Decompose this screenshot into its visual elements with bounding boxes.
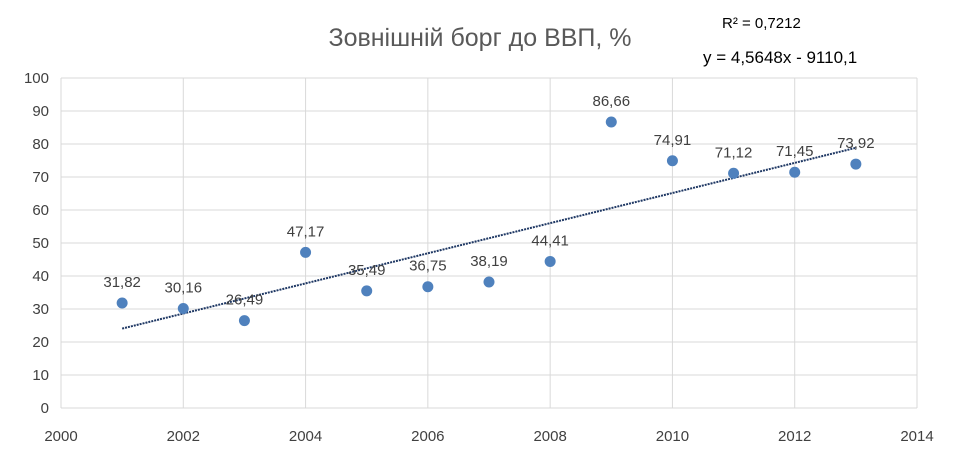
x-tick-label: 2006 bbox=[411, 428, 444, 445]
data-label: 44,41 bbox=[531, 232, 569, 249]
data-label: 71,12 bbox=[715, 144, 753, 161]
y-tick-label: 30 bbox=[32, 301, 49, 318]
data-point bbox=[422, 281, 434, 293]
data-label: 38,19 bbox=[470, 253, 508, 270]
data-label: 73,92 bbox=[837, 135, 875, 152]
x-tick-label: 2010 bbox=[656, 428, 689, 445]
data-label: 86,66 bbox=[593, 93, 631, 110]
y-tick-label: 10 bbox=[32, 367, 49, 384]
data-point bbox=[300, 246, 312, 258]
x-tick-label: 2014 bbox=[900, 428, 933, 445]
data-point bbox=[605, 116, 617, 128]
data-point bbox=[483, 276, 495, 288]
y-tick-label: 0 bbox=[41, 400, 49, 417]
data-point bbox=[544, 255, 556, 267]
data-labels: 31,82 30,16 26,49 47,17 35,49 36,75 38,19 44,41… bbox=[103, 93, 874, 309]
data-label: 31,82 bbox=[103, 274, 141, 291]
y-tick-label: 100 bbox=[24, 70, 49, 87]
data-point bbox=[666, 155, 678, 167]
x-tick-label: 2004 bbox=[289, 428, 322, 445]
chart-title: Зовнішній борг до ВВП, % bbox=[328, 24, 631, 52]
data-label: 74,91 bbox=[654, 132, 692, 149]
y-tick-label: 90 bbox=[32, 103, 49, 120]
y-tick-label: 80 bbox=[32, 136, 49, 153]
x-tick-label: 2000 bbox=[44, 428, 77, 445]
data-point bbox=[789, 166, 801, 178]
data-label: 47,17 bbox=[287, 223, 325, 240]
trendline-equation: y = 4,5648x - 9110,1 bbox=[703, 48, 857, 67]
y-tick-label: 50 bbox=[32, 235, 49, 252]
x-tick-label: 2008 bbox=[533, 428, 566, 445]
data-label: 36,75 bbox=[409, 258, 447, 275]
data-label: 30,16 bbox=[165, 279, 203, 296]
data-point bbox=[361, 285, 373, 297]
data-point bbox=[850, 158, 862, 170]
grid bbox=[60, 77, 918, 409]
data-point bbox=[116, 297, 128, 309]
x-tick-label: 2012 bbox=[778, 428, 811, 445]
y-tick-label: 20 bbox=[32, 334, 49, 351]
data-label: 26,49 bbox=[226, 292, 264, 309]
data-label: 71,45 bbox=[776, 143, 814, 160]
data-point bbox=[728, 167, 740, 179]
trendline-r-squared: R² = 0,7212 bbox=[722, 15, 801, 32]
data-label: 35,49 bbox=[348, 262, 386, 279]
data-point bbox=[238, 315, 250, 327]
y-tick-label: 70 bbox=[32, 169, 49, 186]
x-tick-label: 2002 bbox=[167, 428, 200, 445]
data-point bbox=[177, 302, 189, 314]
y-tick-label: 40 bbox=[32, 268, 49, 285]
axes: 0 10 20 30 40 50 60 70 80 90 100 2000 2002 2004 2006 20… bbox=[24, 70, 934, 445]
y-tick-label: 60 bbox=[32, 202, 49, 219]
data-points bbox=[116, 116, 862, 327]
